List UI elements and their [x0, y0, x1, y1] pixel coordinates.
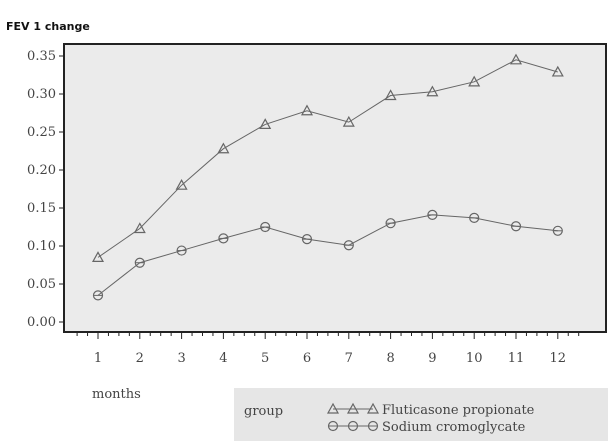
x-axis: 1 2 3 4 5 6 7 8 9 10 11 12	[76, 332, 580, 366]
y-tick-label: 0.05	[27, 277, 56, 292]
legend-entries: Fluticasone propionate Sodium cromoglycat…	[326, 402, 535, 435]
legend-marker	[366, 402, 380, 414]
y-tick-label: 0.30	[27, 87, 56, 102]
data-point	[426, 85, 439, 97]
x-axis-label: months	[92, 387, 141, 402]
legend-title: group	[244, 404, 283, 419]
x-tick-label: 9	[428, 351, 436, 366]
data-point	[175, 178, 188, 190]
x-tick-label: 4	[219, 351, 227, 366]
data-point	[468, 75, 481, 87]
x-tick-label: 12	[550, 351, 567, 366]
legend-box	[234, 388, 608, 441]
x-tick-label: 11	[508, 351, 525, 366]
series-2	[92, 209, 563, 301]
series-line	[97, 59, 558, 258]
data-point	[133, 222, 146, 234]
series-1	[91, 53, 564, 262]
data-point	[217, 142, 230, 154]
data-point	[384, 89, 397, 101]
legend-entry: Sodium cromoglycate	[327, 420, 526, 435]
data-point	[300, 104, 314, 116]
y-tick-label: 0.25	[27, 125, 56, 140]
y-tick-label: 0.20	[27, 163, 56, 178]
legend-label: Fluticasone propionate	[382, 403, 535, 418]
x-tick-label: 10	[466, 351, 483, 366]
y-tick-label: 0.00	[27, 315, 56, 330]
y-axis: 0.00 0.05 0.10 0.15 0.20 0.25 0.30 0.35	[27, 49, 64, 330]
legend: group Fluticasone propionate Sodium cromo…	[234, 388, 608, 441]
legend-entry: Fluticasone propionate	[326, 402, 535, 418]
x-tick-label: 8	[386, 351, 394, 366]
x-tick-label: 3	[177, 351, 185, 366]
x-tick-label: 6	[303, 351, 311, 366]
y-tick-label: 0.35	[27, 49, 56, 64]
x-tick-label: 7	[345, 351, 353, 366]
series-layer	[91, 53, 564, 301]
plot-area	[63, 43, 607, 333]
data-point	[342, 115, 355, 127]
data-point	[509, 53, 523, 65]
data-point	[259, 118, 272, 129]
y-tick-label: 0.15	[27, 201, 56, 216]
y-axis-label: FEV 1 change	[6, 20, 90, 33]
legend-marker	[346, 402, 360, 414]
legend-marker	[326, 402, 340, 414]
x-tick-label: 1	[94, 351, 102, 366]
series-line	[97, 214, 558, 296]
legend-label: Sodium cromoglycate	[382, 420, 526, 435]
x-tick-label: 2	[136, 351, 144, 366]
data-point	[551, 65, 564, 77]
data-point	[91, 251, 105, 262]
x-tick-label: 5	[261, 351, 269, 366]
y-tick-label: 0.10	[27, 239, 56, 254]
